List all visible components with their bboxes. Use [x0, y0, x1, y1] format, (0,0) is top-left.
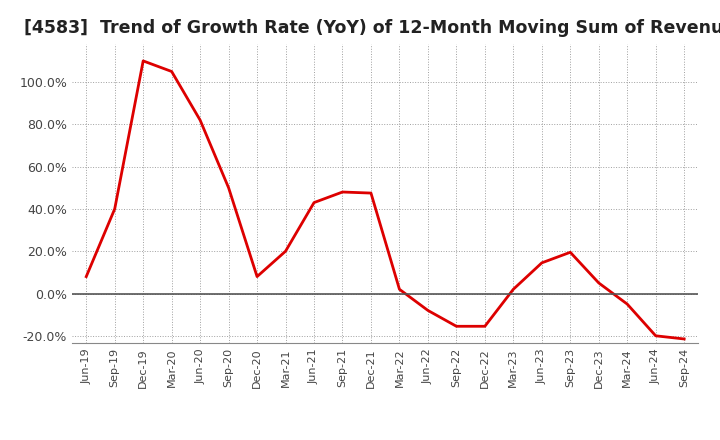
Title: [4583]  Trend of Growth Rate (YoY) of 12-Month Moving Sum of Revenues: [4583] Trend of Growth Rate (YoY) of 12-…: [24, 19, 720, 37]
